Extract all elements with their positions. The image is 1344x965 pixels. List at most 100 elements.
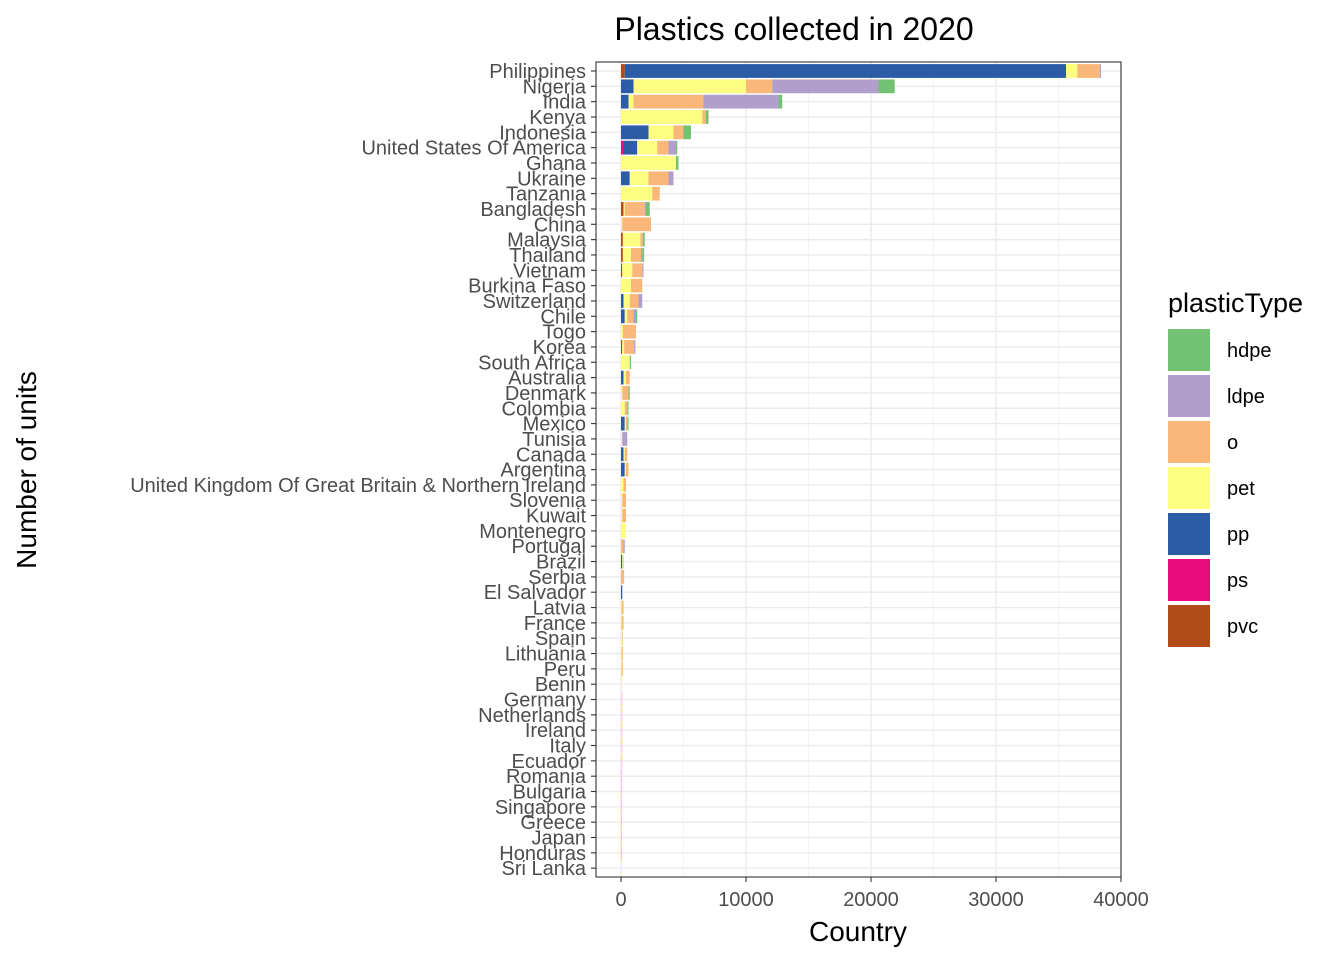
- bar-segment-pvc: [621, 202, 624, 216]
- bar-segment-pet: [621, 600, 622, 615]
- bar-segment-pet: [621, 432, 623, 446]
- legend-items: hdpe ldpe o pet pp ps pvc: [1168, 329, 1272, 647]
- bar-segment-o: [621, 723, 623, 738]
- bar-segment-o: [648, 171, 669, 186]
- y-tick-label: Serbia: [528, 567, 587, 589]
- y-tick-label: Chile: [540, 306, 586, 328]
- bar-segment-pp: [621, 171, 630, 186]
- x-tick-label: 30000: [968, 889, 1024, 911]
- y-tick-label: Bulgaria: [513, 782, 587, 804]
- legend-key-ldpe: [1168, 375, 1210, 417]
- bar-segment-pet: [621, 524, 626, 538]
- y-tick-label: Togo: [543, 322, 586, 344]
- bar-segment-pp: [624, 64, 1066, 78]
- bar-segment-o: [632, 263, 643, 278]
- legend-title: plasticType: [1168, 288, 1303, 318]
- bar-segment-ldpe: [622, 432, 628, 446]
- bar-segment-pet: [623, 202, 625, 216]
- y-tick-label: Tanzania: [506, 184, 587, 206]
- y-tick-label: Philippines: [489, 61, 586, 83]
- y-tick-label: Spain: [535, 628, 586, 650]
- y-tick-label: Sri Lanka: [502, 858, 587, 880]
- y-tick-label: Ecuador: [512, 751, 587, 773]
- bar-segment-pvc: [621, 340, 623, 354]
- bar-segment-pet: [621, 186, 653, 201]
- bar-segment-o: [622, 324, 636, 339]
- bar-segment-o: [746, 79, 773, 94]
- bar-segment-pet: [621, 110, 703, 124]
- y-tick-label: China: [534, 214, 587, 236]
- y-tick-label: Denmark: [505, 383, 587, 405]
- bar-segment-pet: [621, 861, 622, 876]
- bar-segment-pet: [621, 386, 623, 400]
- y-tick-label: South Africa: [478, 352, 587, 374]
- bar-segment-hdpe: [646, 202, 650, 216]
- legend-label-hdpe: hdpe: [1227, 340, 1272, 362]
- bar-segment-pet: [648, 125, 674, 140]
- bar-segment-ps: [621, 140, 624, 155]
- y-tick-label: Ghana: [526, 153, 587, 175]
- chart-title: Plastics collected in 2020: [614, 11, 973, 47]
- bar-segment-o: [624, 401, 628, 416]
- bar-segment-pet: [622, 340, 625, 354]
- x-axis: 0 10000 20000 30000 40000: [615, 877, 1149, 911]
- legend-key-pp: [1168, 513, 1210, 555]
- y-tick-label: Netherlands: [478, 705, 586, 727]
- bar-segment-hdpe: [627, 416, 629, 431]
- bar-segment-hdpe: [628, 386, 630, 400]
- y-tick-label: Bangladesh: [480, 199, 586, 221]
- bar-segment-pet: [621, 753, 622, 768]
- bar-segment-hdpe: [642, 232, 645, 247]
- bar-segment-ldpe: [642, 263, 644, 278]
- bar-segment-pvc: [621, 248, 623, 262]
- legend-label-o: o: [1227, 432, 1238, 454]
- bar-segment-pet: [624, 416, 626, 431]
- bar-segment-hdpe: [642, 248, 645, 262]
- bar-segment-pp: [621, 125, 649, 140]
- bar-segment-ldpe: [641, 248, 643, 262]
- bar-segment-pet: [621, 661, 622, 676]
- bar-segment-o: [702, 110, 706, 124]
- bar-segment-pet: [621, 769, 622, 784]
- legend-label-ps: ps: [1227, 570, 1248, 592]
- bar-segment-o: [621, 615, 624, 630]
- bar-segment-pp: [623, 140, 638, 155]
- bar-segment-o: [621, 600, 624, 615]
- bar-segment-o: [621, 539, 624, 554]
- y-tick-label: Germany: [504, 690, 586, 712]
- y-tick-label: Ukraine: [517, 168, 586, 190]
- bar-segment-o: [622, 554, 624, 569]
- y-tick-label: Thailand: [509, 245, 586, 267]
- y-tick-label: Colombia: [502, 398, 587, 420]
- grid-layer: [596, 62, 1122, 877]
- bar-segment-pvc: [621, 232, 623, 247]
- bar-segment-o: [633, 94, 704, 109]
- bar-segment-pp: [621, 370, 624, 385]
- bar-segment-pet: [621, 217, 623, 232]
- bar-segment-o: [622, 217, 651, 232]
- y-tick-label: Montenegro: [479, 521, 586, 543]
- bar-segment-pet: [623, 370, 626, 385]
- bar-segment-pet: [622, 248, 631, 262]
- bar-segment-pp: [621, 585, 623, 600]
- bar-segment-hdpe: [636, 309, 638, 324]
- bar-segment-ldpe: [668, 140, 676, 155]
- bar-segment-hdpe: [627, 401, 629, 416]
- x-tick-label: 40000: [1093, 889, 1149, 911]
- bar-segment-hdpe: [706, 110, 709, 124]
- bar-segment-pet: [623, 294, 630, 308]
- y-axis-label: Number of units: [11, 371, 42, 569]
- bar-segment-ldpe: [633, 309, 636, 324]
- bar-segment-hdpe: [676, 156, 679, 170]
- bar-segment-o: [623, 478, 626, 492]
- y-tick-label: Kuwait: [526, 506, 586, 528]
- bar-segment-o: [626, 462, 629, 477]
- bar-segment-o: [673, 125, 684, 140]
- y-tick-label: Peru: [544, 659, 586, 681]
- x-tick-label: 0: [615, 889, 626, 911]
- y-tick-label: El Salvador: [484, 582, 587, 604]
- bar-segment-pet: [621, 278, 631, 293]
- bar-segment-o: [621, 569, 625, 584]
- bar-segment-pet: [622, 263, 633, 278]
- y-tick-label: Romania: [506, 766, 587, 788]
